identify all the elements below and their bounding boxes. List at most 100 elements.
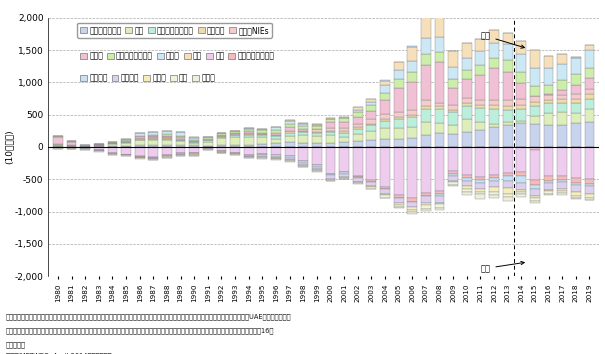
Bar — [258, 130, 267, 132]
Bar — [448, 67, 458, 79]
Bar — [544, 194, 554, 195]
Bar — [394, 119, 404, 128]
Bar — [285, 131, 295, 132]
Bar — [407, 201, 417, 207]
Bar — [162, 156, 172, 157]
Bar — [121, 147, 131, 155]
Bar — [148, 137, 159, 138]
Bar — [380, 188, 390, 189]
Bar — [135, 147, 145, 156]
Bar — [162, 140, 172, 145]
Bar — [434, 133, 445, 147]
Bar — [353, 177, 362, 178]
Bar — [285, 142, 295, 147]
Bar — [339, 172, 349, 173]
Bar — [462, 43, 472, 58]
Bar — [584, 45, 594, 51]
Bar — [380, 194, 390, 195]
Bar — [230, 135, 240, 136]
Bar — [517, 183, 526, 190]
Bar — [584, 51, 594, 68]
Bar — [407, 207, 417, 210]
Bar — [258, 157, 267, 158]
Bar — [503, 60, 512, 72]
Bar — [175, 154, 186, 155]
Bar — [148, 145, 159, 147]
Bar — [434, 106, 445, 109]
Bar — [544, 191, 554, 194]
Bar — [312, 143, 322, 147]
Bar — [517, 54, 526, 72]
Bar — [258, 137, 267, 144]
Bar — [353, 134, 362, 141]
Bar — [476, 130, 485, 147]
Bar — [584, 122, 594, 147]
Bar — [557, 99, 567, 103]
Bar — [489, 187, 499, 192]
Bar — [189, 141, 199, 142]
Bar — [448, 88, 458, 105]
Bar — [530, 196, 540, 198]
Bar — [148, 136, 159, 137]
Bar — [325, 118, 335, 119]
Bar — [476, 65, 485, 75]
Bar — [285, 160, 295, 161]
Bar — [325, 135, 335, 143]
Bar — [298, 131, 308, 132]
Bar — [175, 145, 186, 147]
Bar — [394, 195, 404, 198]
Bar — [476, 51, 485, 65]
Bar — [530, 180, 540, 185]
Bar — [407, 82, 417, 110]
Bar — [94, 145, 103, 146]
Bar — [584, 78, 594, 89]
Bar — [503, 33, 512, 44]
Bar — [503, 194, 512, 197]
Bar — [53, 136, 63, 137]
Bar — [367, 124, 376, 125]
Bar — [271, 156, 281, 158]
Bar — [530, 68, 540, 86]
Text: 予測: 予測 — [480, 261, 525, 273]
Bar — [285, 147, 295, 156]
Bar — [489, 192, 499, 195]
Bar — [367, 131, 376, 140]
Bar — [203, 146, 213, 147]
Bar — [312, 129, 322, 130]
Bar — [407, 46, 417, 47]
Bar — [367, 140, 376, 147]
Bar — [584, 95, 594, 99]
Bar — [394, 147, 404, 195]
Bar — [367, 99, 376, 102]
Bar — [162, 131, 172, 134]
Bar — [285, 136, 295, 142]
Bar — [462, 106, 472, 119]
Bar — [434, 207, 445, 210]
Bar — [489, 58, 499, 68]
Bar — [407, 117, 417, 127]
Bar — [353, 127, 362, 129]
Bar — [517, 123, 526, 147]
Bar — [203, 149, 213, 150]
Bar — [503, 106, 512, 110]
Bar — [476, 122, 485, 130]
Bar — [584, 99, 594, 109]
Bar — [135, 133, 145, 136]
Bar — [448, 110, 458, 112]
Bar — [367, 125, 376, 131]
Bar — [557, 90, 567, 95]
Bar — [353, 141, 362, 147]
Bar — [135, 157, 145, 158]
Bar — [530, 96, 540, 102]
Bar — [407, 61, 417, 72]
Bar — [476, 105, 485, 108]
Bar — [325, 147, 335, 173]
Bar — [584, 89, 594, 95]
Bar — [230, 133, 240, 134]
Bar — [530, 201, 540, 204]
Bar — [544, 183, 554, 190]
Bar — [325, 173, 335, 174]
Bar — [162, 147, 172, 155]
Bar — [489, 178, 499, 181]
Bar — [380, 119, 390, 121]
